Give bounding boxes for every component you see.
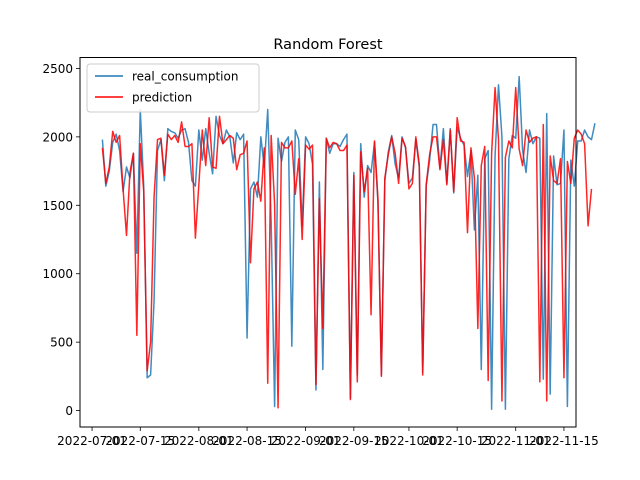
y-tick-label: 2000 bbox=[42, 130, 73, 144]
x-tick-label: 2022-10-01 bbox=[374, 434, 444, 448]
x-tick-label: 2022-11-01 bbox=[481, 434, 551, 448]
chart-title: Random Forest bbox=[273, 37, 382, 53]
y-tick-label: 500 bbox=[50, 336, 73, 350]
axes-layer: 0 500 1000 1500 2000 2500 2022-07-012022-07-15… bbox=[42, 62, 598, 448]
x-tick-label: 2022-07-01 bbox=[57, 434, 127, 448]
series-line-prediction bbox=[101, 86, 593, 409]
plot-frame bbox=[79, 57, 577, 428]
x-tick-label: 2022-10-15 bbox=[422, 434, 492, 448]
x-tick-label: 2022-09-15 bbox=[319, 434, 389, 448]
series-layer bbox=[101, 75, 596, 410]
x-tick-label: 2022-11-15 bbox=[529, 434, 599, 448]
legend: real_consumption prediction bbox=[86, 63, 260, 113]
x-tick-label: 2022-08-01 bbox=[164, 434, 234, 448]
y-tick-label: 2500 bbox=[42, 62, 73, 76]
legend-label-real-consumption: real_consumption bbox=[132, 70, 238, 84]
y-tick-label: 1000 bbox=[42, 267, 73, 281]
y-tick-label: 0 bbox=[65, 404, 73, 418]
x-tick-label: 2022-07-15 bbox=[105, 434, 175, 448]
legend-box bbox=[86, 63, 260, 113]
y-tick-label: 1500 bbox=[42, 199, 73, 213]
legend-label-prediction: prediction bbox=[132, 91, 192, 105]
x-tick-label: 2022-08-15 bbox=[212, 434, 282, 448]
x-tick-label: 2022-09-01 bbox=[271, 434, 341, 448]
